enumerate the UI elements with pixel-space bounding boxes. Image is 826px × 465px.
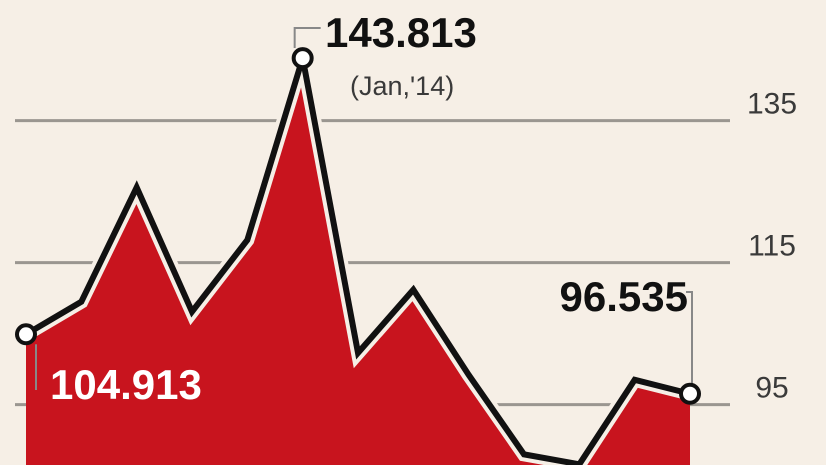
data-label: 143.813 bbox=[325, 9, 477, 56]
area bbox=[26, 58, 690, 465]
point-marker bbox=[291, 47, 314, 70]
point-marker bbox=[15, 323, 37, 346]
annotation: (Jan,'14) bbox=[350, 71, 454, 101]
y-tick-label: 135 bbox=[747, 88, 797, 121]
y-tick-label: 95 bbox=[755, 372, 788, 405]
point-marker bbox=[679, 382, 701, 405]
data-label: 96.535 bbox=[560, 273, 688, 320]
y-tick-label: 115 bbox=[748, 230, 796, 263]
connector bbox=[293, 27, 321, 48]
connector bbox=[686, 291, 693, 384]
data-label: 104.913 bbox=[50, 361, 202, 408]
line bbox=[24, 57, 691, 465]
